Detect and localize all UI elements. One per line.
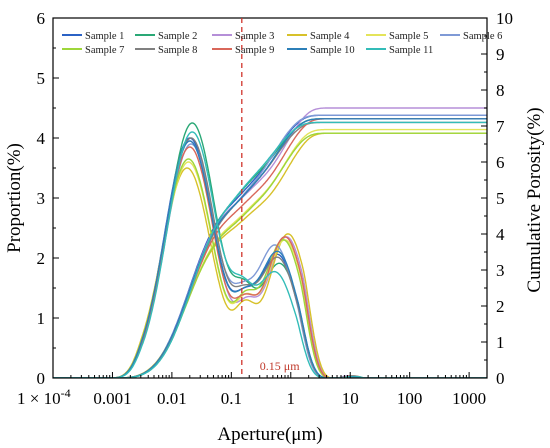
series-curves <box>53 107 487 378</box>
cumulative-curve-5 <box>53 128 487 378</box>
y-right-tick-label: 8 <box>496 81 505 100</box>
legend-label-1: Sample 1 <box>85 31 124 42</box>
x-tick-label: 0.01 <box>157 389 187 408</box>
legend: Sample 1 Sample 2 Sample 3 Sample 4 Sample 5… <box>62 31 502 56</box>
cumulative-curve-6 <box>53 114 487 378</box>
y-left-tick-label: 0 <box>37 369 46 388</box>
legend-label-2: Sample 2 <box>158 31 197 42</box>
y-right-tick-label: 3 <box>496 261 505 280</box>
y-left-axis-title: Proportion(%) <box>4 143 25 253</box>
cumulative-curve-1 <box>53 114 487 378</box>
x-tick-label: 1 <box>287 389 296 408</box>
plot-frame <box>52 17 488 379</box>
legend-label-8: Sample 8 <box>158 45 197 56</box>
y-right-tick-label: 5 <box>496 189 505 208</box>
legend-label-11: Sample 11 <box>389 45 433 56</box>
y-right-tick-label: 0 <box>496 369 505 388</box>
x-tick-label-base: 1 × 10 <box>17 389 61 408</box>
x-tick-label: 100 <box>397 389 423 408</box>
legend-label-7: Sample 7 <box>85 45 124 56</box>
y-right-tick-label: 9 <box>496 45 505 64</box>
x-tick-label: 0.001 <box>93 389 131 408</box>
y-right-tick-label: 4 <box>496 225 505 244</box>
annotation-group: 0.15 μm <box>241 18 300 378</box>
x-tick-label-exponent: -4 <box>61 386 71 400</box>
y-right-tick-label: 10 <box>496 9 513 28</box>
axis-titles: Aperture(μm) Proportion(%) Cumulative Poro… <box>4 107 545 445</box>
y-left-tick-label: 1 <box>37 309 46 328</box>
proportion-curve-10 <box>53 140 487 378</box>
y-right-tick-label: 6 <box>496 153 505 172</box>
legend-label-6: Sample 6 <box>463 31 502 42</box>
proportion-curve-11 <box>53 131 487 378</box>
y-right-tick-label: 7 <box>496 117 505 136</box>
legend-label-4: Sample 4 <box>310 31 350 42</box>
x-tick-label: 0.1 <box>221 389 242 408</box>
plot-border <box>52 17 488 379</box>
y-right-tick-label: 2 <box>496 297 505 316</box>
x-tick-label: 10 <box>342 389 359 408</box>
legend-label-10: Sample 10 <box>310 45 355 56</box>
y-left-tick-label: 5 <box>37 69 46 88</box>
y-left-tick-label: 6 <box>37 9 46 28</box>
legend-label-5: Sample 5 <box>389 31 428 42</box>
x-tick-label: 1000 <box>452 389 486 408</box>
axis-ticks: 1 × 10-4 0.001 0.01 0.1 1 10 100 1000 0 1 2 3 4 5 6 0 1 2… <box>17 9 513 408</box>
cumulative-curve-3 <box>53 107 487 378</box>
legend-label-9: Sample 9 <box>235 45 274 56</box>
y-left-tick-label: 2 <box>37 249 46 268</box>
legend-label-3: Sample 3 <box>235 31 274 42</box>
y-left-tick-label: 4 <box>37 129 46 148</box>
y-right-tick-label: 1 <box>496 333 505 352</box>
x-axis-title: Aperture(μm) <box>217 424 322 445</box>
x-tick-label: 1 × 10-4 <box>17 386 71 408</box>
threshold-label: 0.15 μm <box>260 359 300 373</box>
y-left-tick-label: 3 <box>37 189 46 208</box>
y-right-axis-title: Cumulative Porosity(%) <box>524 107 545 292</box>
